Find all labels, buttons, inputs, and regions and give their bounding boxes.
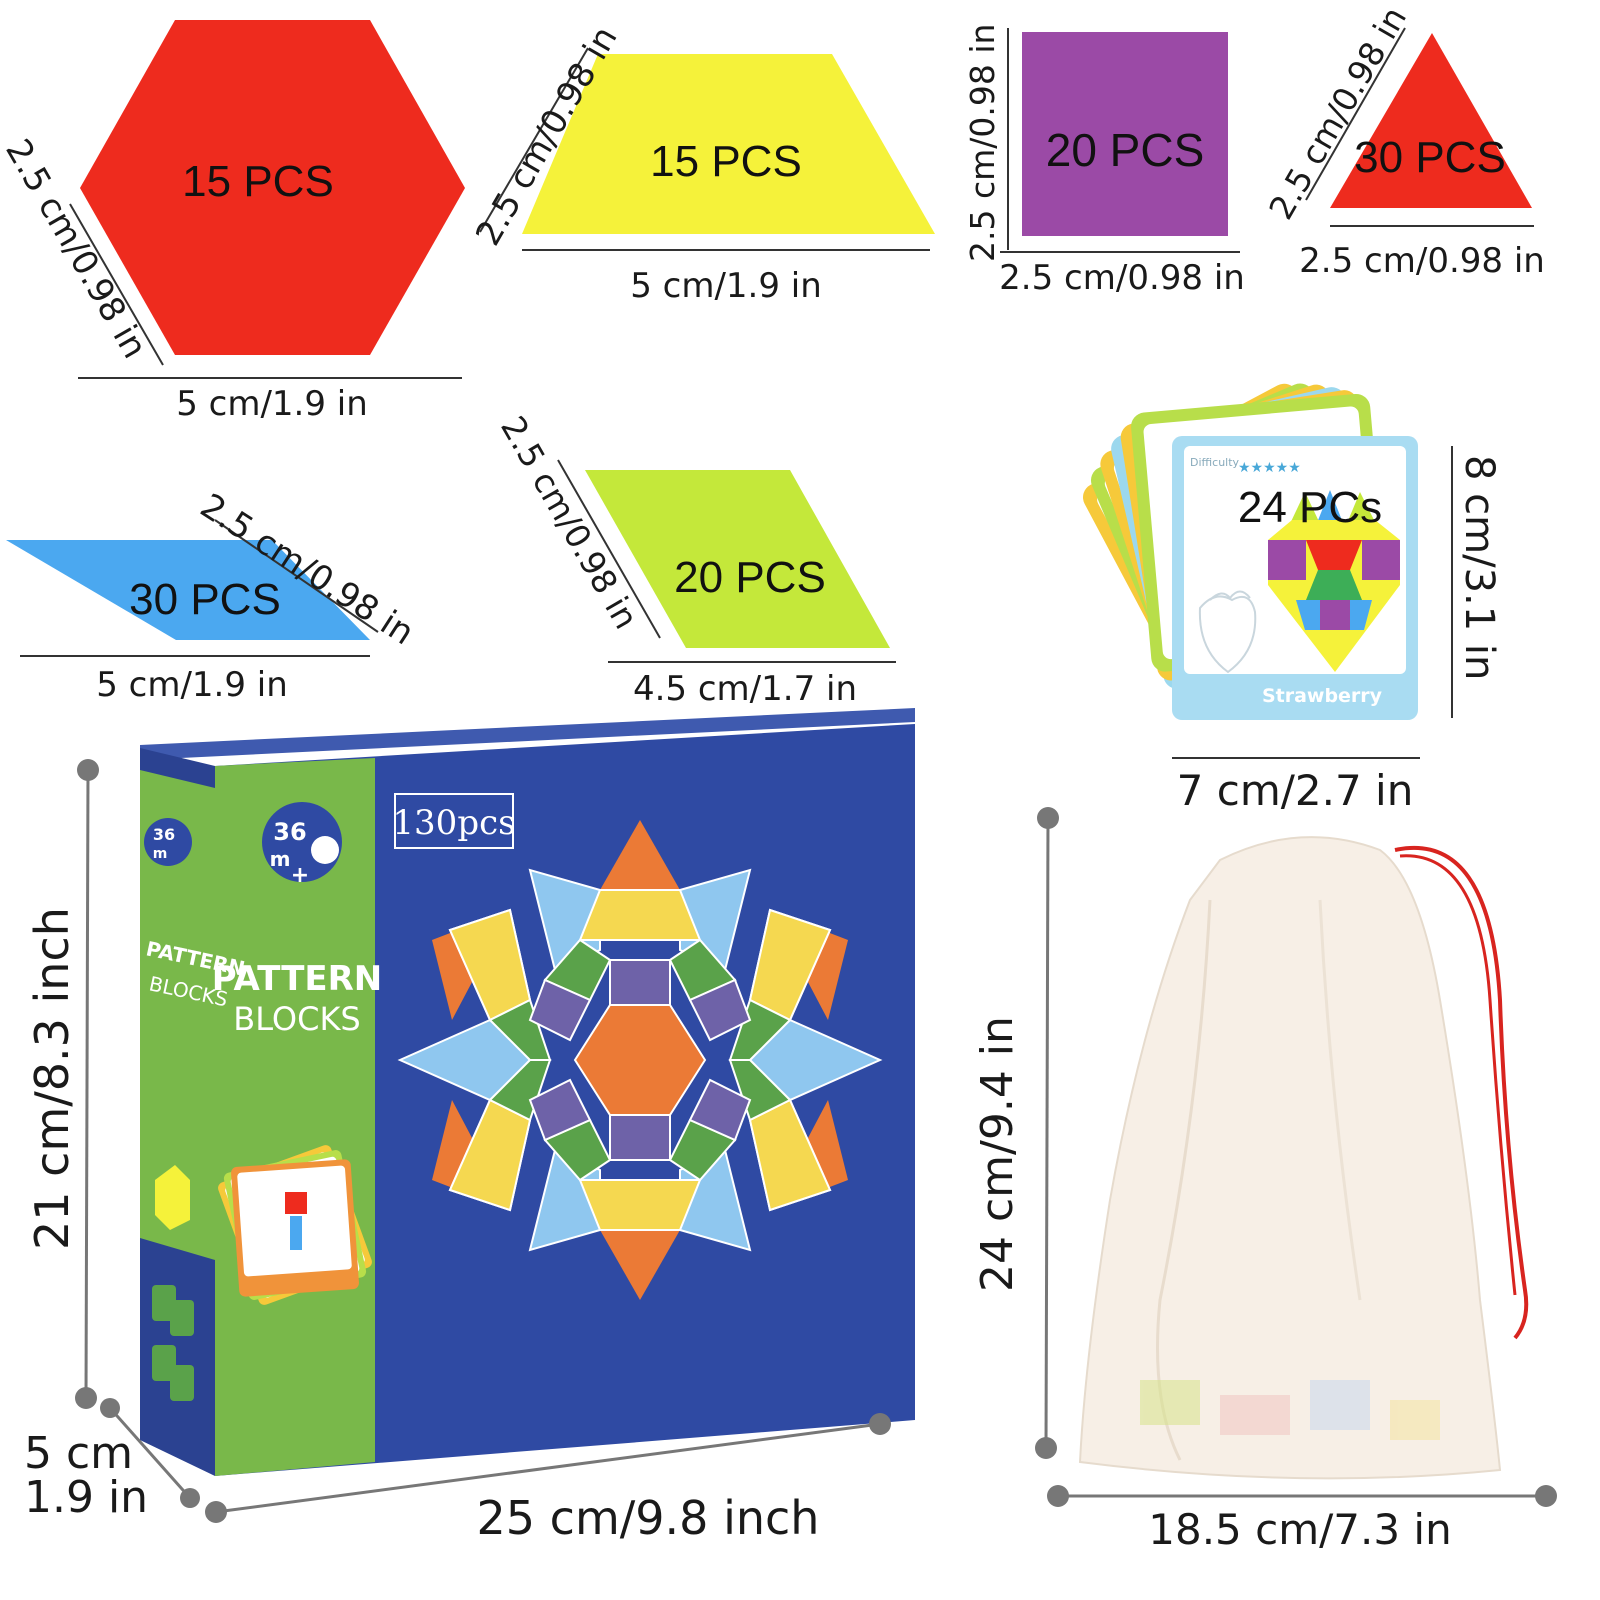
square-block-group: 20 PCS 2.5 cm/0.98 in 2.5 cm/0.98 in — [963, 24, 1245, 298]
card-name-label: Strawberry — [1262, 685, 1383, 707]
box-title-line2: BLOCKS — [233, 1000, 360, 1038]
bag-fold-shadow-2 — [1318, 899, 1362, 1301]
hexagon-count-label: 15 PCS — [182, 157, 334, 206]
pattern-cards-group: Difficulty ★★★★★ 24 PCs Strawberry 8 cm/… — [1082, 383, 1502, 815]
mesh-bag — [1078, 836, 1502, 1480]
age-badge-plus: + — [291, 863, 309, 888]
box-mini-cards — [218, 1145, 372, 1305]
card-stars: ★★★★★ — [1238, 460, 1301, 476]
cards-height-dimension-label: 8 cm/3.1 in — [1456, 455, 1502, 680]
box-title-line1: PATTERN — [212, 959, 383, 999]
square-block — [1022, 32, 1228, 236]
box-width-dimension-label: 25 cm/9.8 inch — [477, 1491, 820, 1545]
bag-width-dimension-label: 18.5 cm/7.3 in — [1148, 1505, 1451, 1554]
bag-height-dimension-line — [1044, 817, 1050, 1449]
hexagon-block — [80, 20, 465, 355]
triangle-block-group: 30 PCS 2.5 cm/0.98 in 2.5 cm/0.98 in — [1261, 0, 1545, 281]
box-top-edge — [140, 708, 915, 760]
box-depth-dimension-label-line2: 1.9 in — [24, 1472, 148, 1523]
bag-width-dot-left — [1047, 1485, 1069, 1507]
bag-contents — [1140, 1380, 1440, 1440]
thin-rhombus-block-group: 30 PCS 2.5 cm/0.98 in 5 cm/1.9 in — [6, 486, 421, 705]
box-dimensions — [84, 769, 881, 1514]
pcs-badge-frame — [394, 793, 514, 849]
bag-height-dot-top — [1037, 807, 1059, 829]
rhombus-block — [585, 470, 890, 648]
cards-width-dimension-label: 7 cm/2.7 in — [1177, 766, 1414, 815]
bag-drawstring-2 — [1399, 854, 1517, 1296]
spine-age-badge — [144, 818, 192, 866]
square-side-dimension-label: 2.5 cm/0.98 in — [963, 24, 1002, 262]
triangle-count-label: 30 PCS — [1354, 133, 1506, 182]
bag-width-dot-right — [1535, 1485, 1557, 1507]
triangle-side-dimension-line — [1305, 27, 1406, 201]
rhombus-side-dimension-line — [557, 459, 661, 639]
rhombus-width-dimension-label: 4.5 cm/1.7 in — [633, 669, 857, 709]
box-depth-dimension-label-line1: 5 cm — [24, 1428, 133, 1479]
pattern-blocks-box-group: 36 m + 36 m PATTERN BLOCKS PATTERN BLOCK… — [24, 708, 915, 1545]
pcs-badge-label: 130pcs — [392, 803, 515, 843]
bag-height-dimension-label: 24 cm/9.4 in — [972, 1016, 1023, 1292]
age-badge-unit: m — [270, 847, 291, 871]
spine-age-badge-number: 36 — [153, 825, 175, 844]
box-dimension-dots — [75, 759, 891, 1523]
strawberry-block-figure — [1268, 490, 1400, 672]
square-width-dimension-label: 2.5 cm/0.98 in — [999, 258, 1245, 298]
square-count-label: 20 PCS — [1046, 124, 1205, 176]
trapezoid-width-dimension-label: 5 cm/1.9 in — [630, 266, 822, 306]
trapezoid-block — [522, 54, 935, 234]
spine-decor — [152, 1165, 194, 1401]
star-purple-squares — [528, 959, 752, 1161]
spine-age-badge-unit: m — [153, 846, 168, 862]
star-center-hexagon — [573, 1004, 707, 1116]
rhombus-block-group: 20 PCS 2.5 cm/0.98 in 4.5 cm/1.7 in — [493, 410, 896, 709]
box-spine-band — [140, 770, 215, 1260]
rhombus-count-label: 20 PCS — [674, 553, 826, 602]
hexagon-width-dimension-label: 5 cm/1.9 in — [176, 384, 368, 424]
hexagon-side-dimension-line — [69, 203, 164, 366]
storage-bag-group: 24 cm/9.4 in 18.5 cm/7.3 in — [972, 807, 1557, 1554]
card-difficulty-label: Difficulty — [1190, 456, 1240, 469]
smiley-face-icon — [311, 836, 339, 864]
thin-rhombus-side-dimension-line — [214, 519, 379, 633]
bag-drawstring — [1394, 845, 1529, 1340]
triangle-width-dimension-label: 2.5 cm/0.98 in — [1299, 241, 1545, 281]
cards-count-label: 24 PCs — [1238, 483, 1382, 532]
box-height-dimension-label: 21 cm/8.3 inch — [25, 907, 79, 1250]
trapezoid-count-label: 15 PCS — [650, 137, 802, 186]
age-badge-number: 36 — [273, 818, 306, 846]
trapezoid-side-dimension-line — [479, 47, 589, 233]
bag-height-dot-bottom — [1035, 1437, 1057, 1459]
strawberry-outline-icon — [1198, 590, 1257, 674]
thin-rhombus-width-dimension-label: 5 cm/1.9 in — [96, 665, 288, 705]
thin-rhombus-count-label: 30 PCS — [129, 575, 281, 624]
trapezoid-block-group: 15 PCS 2.5 cm/0.98 in 5 cm/1.9 in — [468, 20, 935, 306]
hexagon-block-group: 15 PCS 2.5 cm/0.98 in 5 cm/1.9 in — [0, 20, 465, 424]
triangle-block — [1330, 33, 1532, 208]
star-pattern — [397, 820, 883, 1300]
